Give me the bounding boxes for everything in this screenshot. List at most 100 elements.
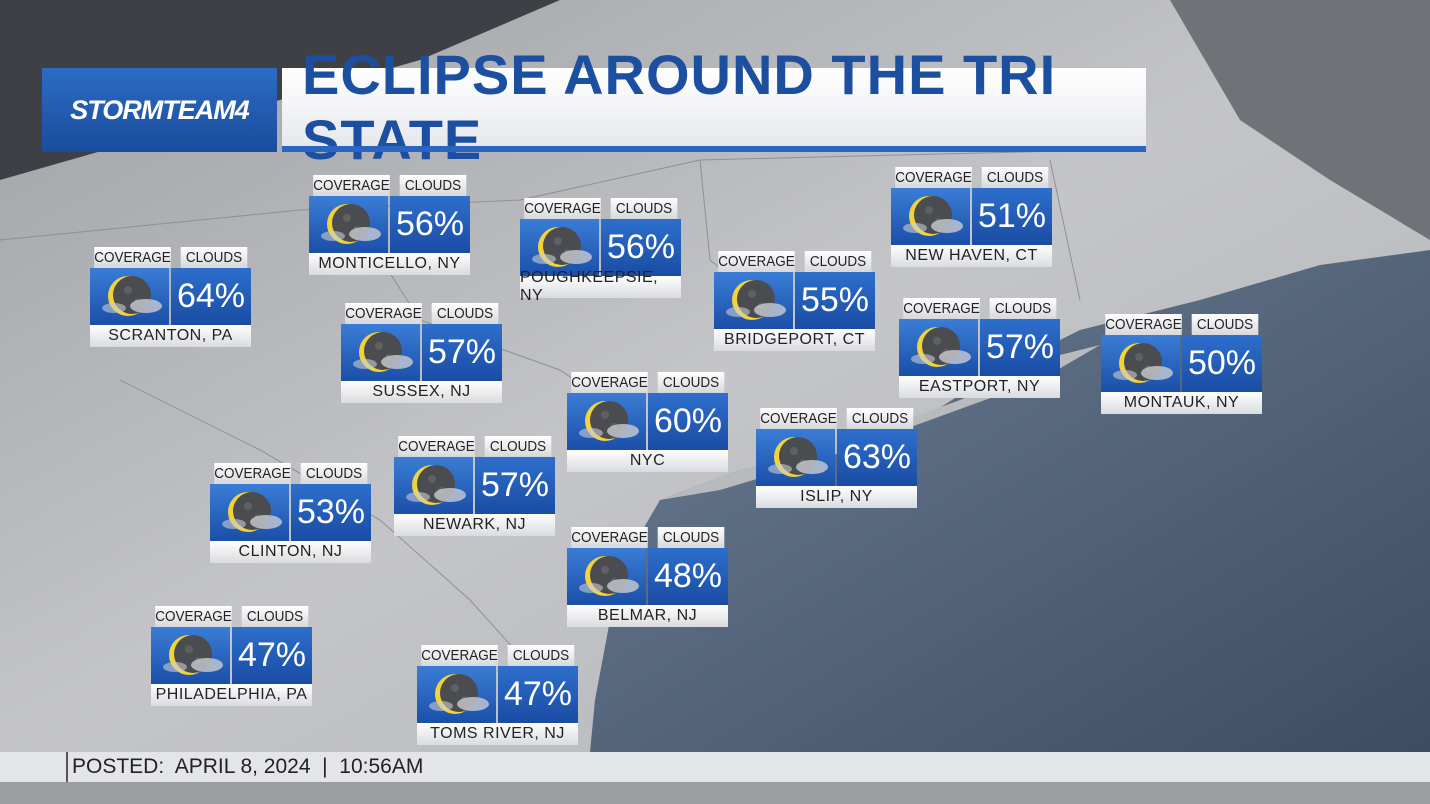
eclipse-icon <box>532 227 592 267</box>
coverage-icon <box>210 484 289 541</box>
eclipse-icon <box>406 465 466 505</box>
card-header: COVERAGE CLOUDS <box>1101 314 1262 335</box>
clouds-value: 56% <box>601 219 681 276</box>
card-body: 56% <box>520 219 681 276</box>
location-card: COVERAGE CLOUDS 63% ISLIP, NY <box>756 408 917 508</box>
location-card: COVERAGE CLOUDS 56% MONTICELLO, NY <box>309 175 470 275</box>
brand-logo: STORMTEAM4 <box>42 68 277 152</box>
clouds-label: CLOUDS <box>241 606 309 627</box>
coverage-icon <box>714 272 793 329</box>
coverage-icon <box>341 324 420 381</box>
card-header: COVERAGE CLOUDS <box>394 436 555 457</box>
location-name: BELMAR, NJ <box>567 605 728 627</box>
location-card: COVERAGE CLOUDS 53% CLINTON, NJ <box>210 463 371 563</box>
coverage-label: COVERAGE <box>214 463 291 484</box>
card-body: 64% <box>90 268 251 325</box>
clouds-label: CLOUDS <box>484 436 552 457</box>
card-body: 57% <box>394 457 555 514</box>
coverage-label: COVERAGE <box>155 606 232 627</box>
card-body: 47% <box>417 666 578 723</box>
location-name: MONTICELLO, NY <box>309 253 470 275</box>
location-card: COVERAGE CLOUDS 55% BRIDGEPORT, CT <box>714 251 875 351</box>
clouds-value: 60% <box>648 393 728 450</box>
coverage-icon <box>891 188 970 245</box>
clouds-label: CLOUDS <box>507 645 575 666</box>
card-body: 53% <box>210 484 371 541</box>
coverage-icon <box>567 548 646 605</box>
card-body: 51% <box>891 188 1052 245</box>
clouds-label: CLOUDS <box>180 247 248 268</box>
location-card: COVERAGE CLOUDS 47% PHILADELPHIA, PA <box>151 606 312 706</box>
location-card: COVERAGE CLOUDS 56% POUGHKEEPSIE, NY <box>520 198 681 304</box>
location-card: COVERAGE CLOUDS 57% SUSSEX, NJ <box>341 303 502 403</box>
eclipse-icon <box>1113 343 1173 383</box>
coverage-label: COVERAGE <box>760 408 837 429</box>
clouds-value: 64% <box>171 268 251 325</box>
location-name: POUGHKEEPSIE, NY <box>520 269 681 304</box>
location-name: PHILADELPHIA, PA <box>151 684 312 706</box>
clouds-value: 56% <box>390 196 470 253</box>
card-body: 60% <box>567 393 728 450</box>
coverage-label: COVERAGE <box>571 527 648 548</box>
coverage-label: COVERAGE <box>345 303 422 324</box>
clouds-value: 57% <box>475 457 555 514</box>
coverage-label: COVERAGE <box>398 436 475 457</box>
coverage-icon <box>417 666 496 723</box>
card-header: COVERAGE CLOUDS <box>90 247 251 268</box>
location-card: COVERAGE CLOUDS 47% TOMS RIVER, NJ <box>417 645 578 745</box>
clouds-label: CLOUDS <box>657 372 725 393</box>
eclipse-icon <box>726 280 786 320</box>
clouds-label: CLOUDS <box>981 167 1049 188</box>
clouds-value: 57% <box>980 319 1060 376</box>
eclipse-icon <box>353 332 413 372</box>
coverage-label: COVERAGE <box>718 251 795 272</box>
clouds-value: 57% <box>422 324 502 381</box>
clouds-label: CLOUDS <box>804 251 872 272</box>
coverage-icon <box>309 196 388 253</box>
location-card: COVERAGE CLOUDS 60% NYC <box>567 372 728 472</box>
coverage-icon <box>899 319 978 376</box>
eclipse-icon <box>911 327 971 367</box>
card-body: 48% <box>567 548 728 605</box>
clouds-value: 55% <box>795 272 875 329</box>
clouds-label: CLOUDS <box>989 298 1057 319</box>
card-body: 56% <box>309 196 470 253</box>
card-body: 50% <box>1101 335 1262 392</box>
clouds-value: 51% <box>972 188 1052 245</box>
coverage-icon <box>756 429 835 486</box>
card-header: COVERAGE CLOUDS <box>567 527 728 548</box>
card-header: COVERAGE CLOUDS <box>756 408 917 429</box>
coverage-icon <box>1101 335 1180 392</box>
clouds-label: CLOUDS <box>399 175 467 196</box>
clouds-value: 50% <box>1182 335 1262 392</box>
card-header: COVERAGE CLOUDS <box>891 167 1052 188</box>
coverage-label: COVERAGE <box>313 175 390 196</box>
clouds-label: CLOUDS <box>431 303 499 324</box>
card-body: 57% <box>341 324 502 381</box>
location-name: MONTAUK, NY <box>1101 392 1262 414</box>
location-card: COVERAGE CLOUDS 57% NEWARK, NJ <box>394 436 555 536</box>
clouds-value: 48% <box>648 548 728 605</box>
clouds-label: CLOUDS <box>1191 314 1259 335</box>
location-name: NEWARK, NJ <box>394 514 555 536</box>
card-header: COVERAGE CLOUDS <box>899 298 1060 319</box>
clouds-value: 47% <box>498 666 578 723</box>
eclipse-icon <box>429 674 489 714</box>
footer-bar: POSTED: APRIL 8, 2024 | 10:56AM <box>0 752 1430 782</box>
location-name: SCRANTON, PA <box>90 325 251 347</box>
clouds-label: CLOUDS <box>657 527 725 548</box>
card-header: COVERAGE CLOUDS <box>417 645 578 666</box>
card-header: COVERAGE CLOUDS <box>567 372 728 393</box>
location-card: COVERAGE CLOUDS 51% NEW HAVEN, CT <box>891 167 1052 267</box>
card-body: 57% <box>899 319 1060 376</box>
coverage-label: COVERAGE <box>421 645 498 666</box>
card-body: 63% <box>756 429 917 486</box>
clouds-value: 47% <box>232 627 312 684</box>
location-card: COVERAGE CLOUDS 50% MONTAUK, NY <box>1101 314 1262 414</box>
coverage-icon <box>90 268 169 325</box>
eclipse-icon <box>579 556 639 596</box>
eclipse-icon <box>222 492 282 532</box>
location-name: TOMS RIVER, NJ <box>417 723 578 745</box>
card-body: 47% <box>151 627 312 684</box>
